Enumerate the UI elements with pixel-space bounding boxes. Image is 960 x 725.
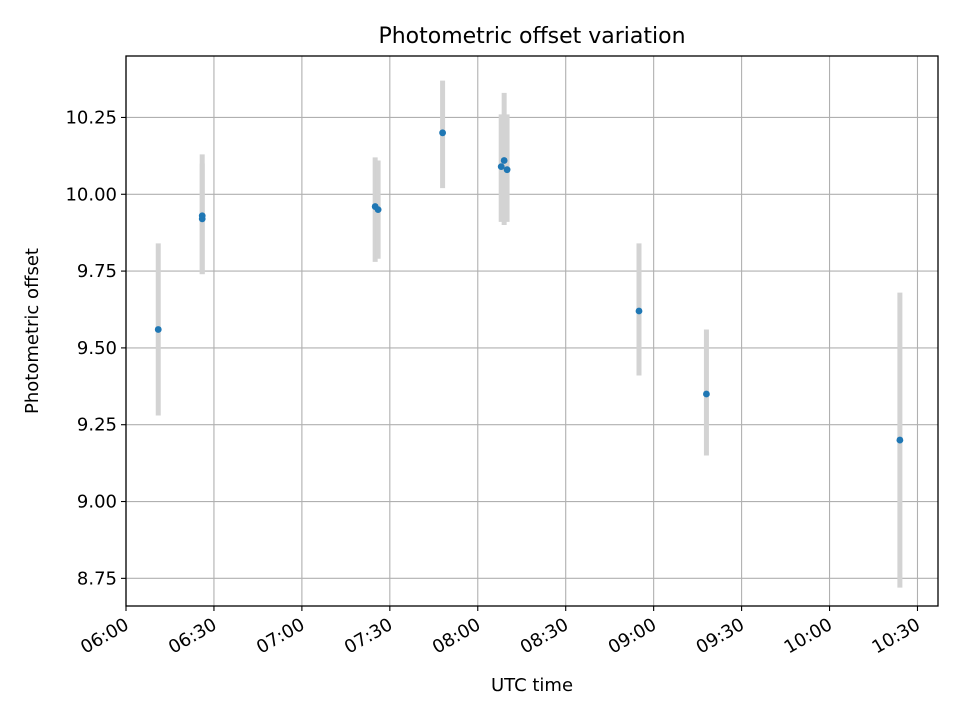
- y-tick-label: 9.00: [77, 492, 117, 513]
- data-point: [500, 157, 508, 164]
- data-point: [703, 390, 710, 398]
- data-point: [374, 206, 382, 214]
- data-point: [198, 215, 206, 223]
- x-axis-label: UTC time: [491, 675, 573, 696]
- data-point: [635, 307, 643, 315]
- plot-frame: [125, 55, 939, 607]
- y-axis-label: Photometric offset: [22, 248, 43, 414]
- y-tick-label: 9.25: [77, 415, 117, 436]
- chart-title: Photometric offset variation: [378, 24, 685, 49]
- grid-lines: [125, 56, 938, 606]
- data-points: [154, 129, 904, 444]
- data-point: [503, 166, 511, 174]
- y-tick-label: 9.50: [77, 338, 117, 359]
- y-axis-ticks: 8.75 9.00 9.25 9.50 9.75 10.00 10.25: [65, 107, 126, 589]
- y-tick-label: 10.25: [65, 107, 117, 128]
- y-tick-label: 8.75: [77, 568, 117, 589]
- data-point: [154, 326, 162, 333]
- data-point: [497, 163, 505, 171]
- data-point: [896, 436, 904, 444]
- y-tick-label: 9.75: [77, 261, 117, 282]
- y-tick-label: 10.00: [65, 184, 117, 205]
- data-point: [439, 129, 446, 137]
